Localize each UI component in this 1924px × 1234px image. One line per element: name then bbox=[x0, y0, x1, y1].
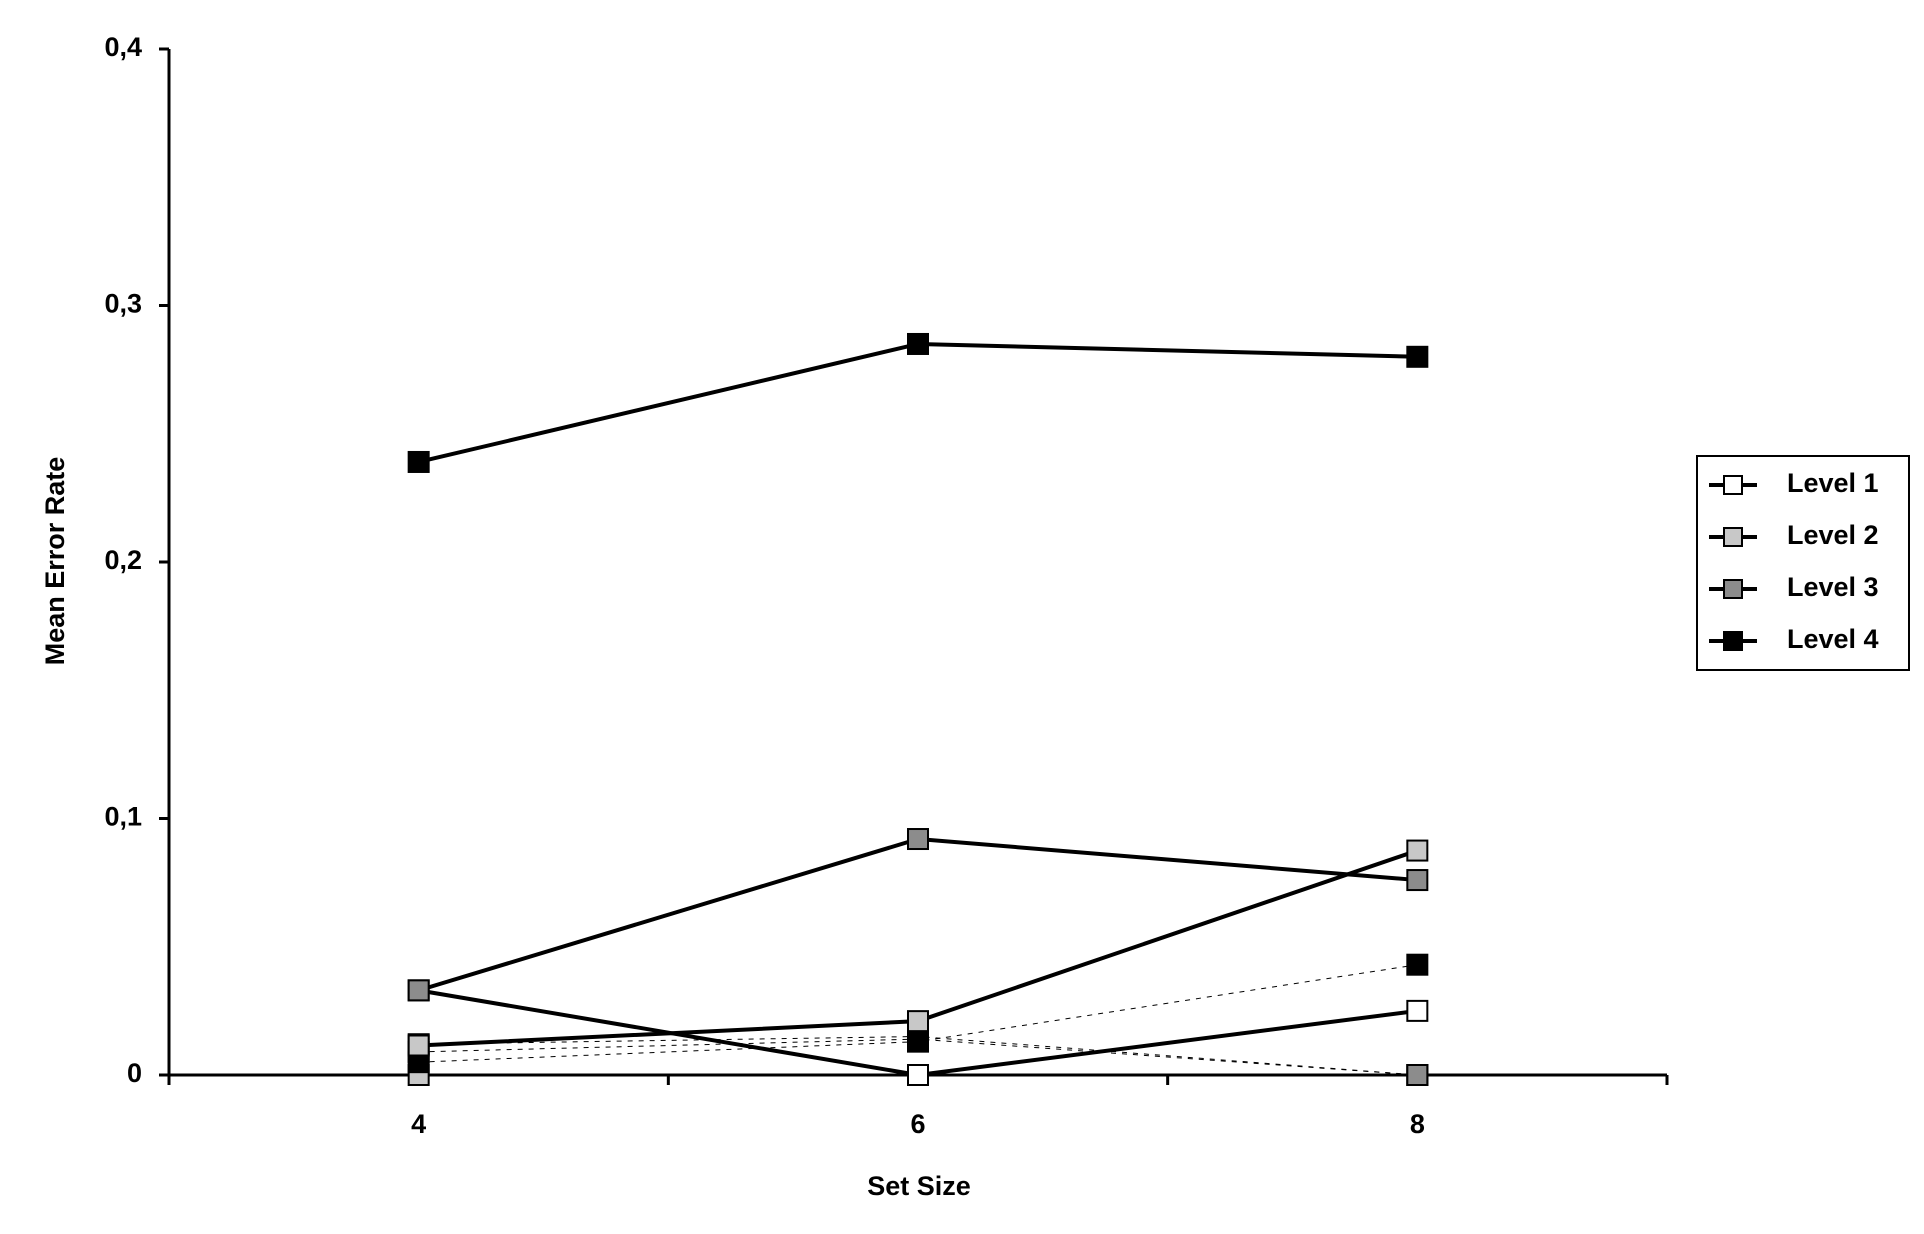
marker bbox=[407, 979, 430, 1002]
y-tick-label: 0,4 bbox=[104, 32, 142, 62]
legend-label: Level 4 bbox=[1787, 624, 1879, 654]
marker bbox=[1406, 1064, 1429, 1086]
y-tick-label: 0,3 bbox=[104, 289, 142, 319]
marker bbox=[907, 1030, 929, 1053]
marker bbox=[907, 1010, 929, 1033]
marker bbox=[1406, 999, 1429, 1022]
legend-label: Level 1 bbox=[1787, 468, 1879, 498]
legend-label: Level 3 bbox=[1787, 572, 1879, 602]
y-tick-label: 0,2 bbox=[104, 545, 142, 575]
y-tick-label: 0,1 bbox=[104, 802, 142, 832]
marker bbox=[1406, 839, 1429, 862]
legend-marker bbox=[1723, 475, 1743, 495]
marker bbox=[1406, 345, 1429, 368]
marker bbox=[1406, 869, 1429, 892]
y-axis-label: Mean Error Rate bbox=[40, 457, 70, 666]
marker bbox=[907, 1064, 929, 1086]
marker bbox=[407, 450, 430, 473]
legend-marker bbox=[1723, 631, 1743, 651]
legend-marker bbox=[1723, 527, 1743, 547]
marker bbox=[1406, 953, 1429, 976]
legend-marker bbox=[1723, 579, 1743, 599]
legend-label: Level 2 bbox=[1787, 520, 1879, 550]
marker bbox=[907, 332, 929, 355]
series-line bbox=[418, 341, 1418, 464]
x-tick-label: 6 bbox=[910, 1109, 925, 1139]
marker bbox=[407, 1034, 430, 1057]
x-tick-label: 4 bbox=[411, 1109, 426, 1139]
marker bbox=[907, 828, 929, 851]
x-axis-label: Set Size bbox=[867, 1171, 971, 1201]
series-line bbox=[418, 836, 1418, 993]
y-tick-label: 0 bbox=[127, 1058, 142, 1088]
x-tick-label: 8 bbox=[1410, 1109, 1425, 1139]
